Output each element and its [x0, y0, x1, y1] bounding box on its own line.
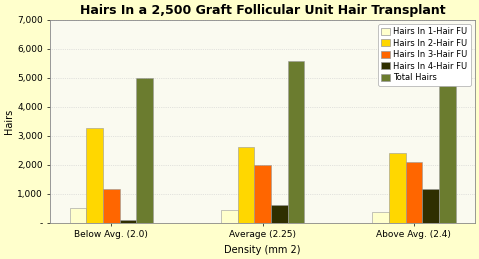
Bar	[406, 162, 422, 223]
Bar	[422, 189, 439, 223]
Bar	[254, 166, 271, 223]
Bar	[103, 189, 120, 223]
Bar	[120, 220, 136, 223]
Bar	[389, 153, 406, 223]
Bar	[372, 212, 389, 223]
Bar	[86, 128, 103, 223]
Legend: Hairs In 1-Hair FU, Hairs In 2-Hair FU, Hairs In 3-Hair FU, Hairs In 4-Hair FU, : Hairs In 1-Hair FU, Hairs In 2-Hair FU, …	[378, 24, 471, 85]
Bar	[271, 205, 287, 223]
Bar	[221, 210, 238, 223]
Bar	[287, 61, 304, 223]
Y-axis label: Hairs: Hairs	[4, 109, 14, 134]
Bar	[238, 147, 254, 223]
X-axis label: Density (mm 2): Density (mm 2)	[224, 245, 301, 255]
Bar	[69, 208, 86, 223]
Title: Hairs In a 2,500 Graft Follicular Unit Hair Transplant: Hairs In a 2,500 Graft Follicular Unit H…	[80, 4, 445, 17]
Bar	[136, 78, 153, 223]
Bar	[439, 49, 456, 223]
